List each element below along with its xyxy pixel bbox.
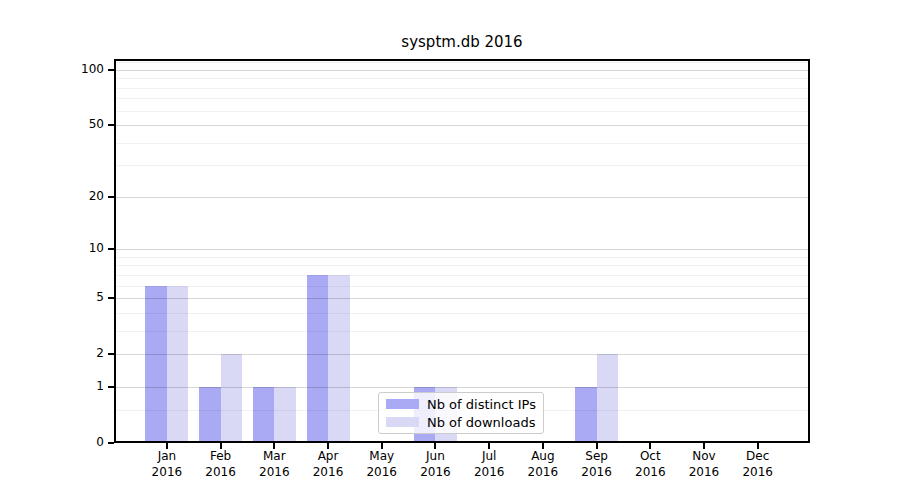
legend: Nb of distinct IPs Nb of downloads — [378, 392, 544, 434]
y-tick-label: 2 — [50, 346, 104, 360]
y-tick-label: 5 — [50, 290, 104, 304]
x-tick-label: Sep 2016 — [567, 448, 627, 480]
x-tick-label: Apr 2016 — [298, 448, 358, 480]
x-tick-label: Aug 2016 — [513, 448, 573, 480]
legend-item-distinct-ips: Nb of distinct IPs — [386, 397, 536, 412]
legend-label-distinct-ips: Nb of distinct IPs — [427, 397, 536, 412]
x-tick-label: May 2016 — [352, 448, 412, 480]
y-tick-mark — [108, 386, 114, 388]
x-tick-label: Jan 2016 — [137, 448, 197, 480]
y-tick-label: 10 — [50, 241, 104, 255]
y-tick-label: 20 — [50, 189, 104, 203]
x-tick-label: Oct 2016 — [620, 448, 680, 480]
figure: sysptm.db 2016 0125102050100Jan 2016Feb … — [0, 0, 900, 500]
x-tick-label: Dec 2016 — [728, 448, 788, 480]
x-tick-label: Nov 2016 — [674, 448, 734, 480]
y-tick-mark — [108, 297, 114, 299]
x-tick-label: Jun 2016 — [405, 448, 465, 480]
y-tick-mark — [108, 124, 114, 126]
plot-spines — [114, 59, 810, 443]
legend-label-downloads: Nb of downloads — [427, 415, 535, 430]
legend-swatch-distinct-ips — [386, 399, 419, 409]
y-tick-mark — [108, 442, 114, 444]
y-tick-mark — [108, 69, 114, 71]
y-tick-label: 0 — [50, 435, 104, 449]
legend-swatch-downloads — [386, 417, 419, 427]
x-tick-label: Feb 2016 — [191, 448, 251, 480]
y-tick-mark — [108, 196, 114, 198]
y-tick-label: 100 — [50, 62, 104, 76]
y-tick-mark — [108, 353, 114, 355]
x-tick-label: Mar 2016 — [244, 448, 304, 480]
legend-item-downloads: Nb of downloads — [386, 415, 536, 430]
y-tick-label: 50 — [50, 117, 104, 131]
x-tick-label: Jul 2016 — [459, 448, 519, 480]
y-tick-mark — [108, 248, 114, 250]
y-tick-label: 1 — [50, 379, 104, 393]
